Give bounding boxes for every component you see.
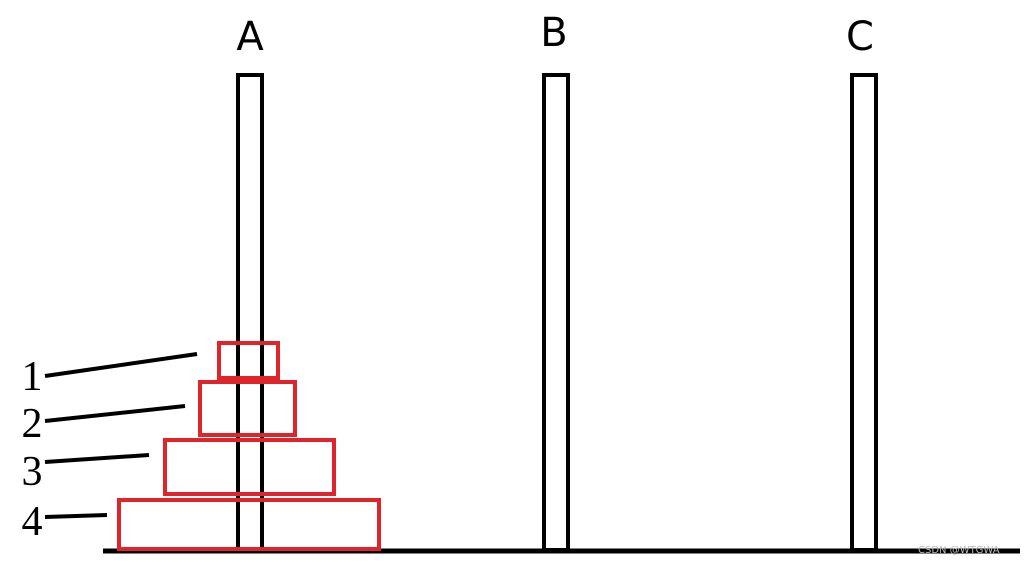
peg-label: B	[540, 10, 567, 56]
disk	[163, 438, 336, 496]
pointer-line	[44, 404, 186, 423]
peg	[850, 73, 878, 552]
peg	[236, 73, 264, 552]
watermark: CSDN @WTGWA	[918, 545, 1000, 556]
pointer-line	[44, 453, 150, 464]
disk-label: 2	[22, 401, 43, 447]
peg-label: A	[236, 14, 264, 60]
disk-label: 1	[22, 354, 43, 400]
peg	[542, 73, 570, 552]
disk	[117, 498, 381, 551]
disk-label: 3	[22, 449, 43, 495]
pointer-line	[44, 513, 108, 519]
disk	[198, 380, 297, 437]
pointer-line	[44, 352, 198, 378]
disk	[217, 341, 280, 380]
peg-label: C	[846, 14, 874, 60]
disk-label: 4	[22, 499, 43, 545]
